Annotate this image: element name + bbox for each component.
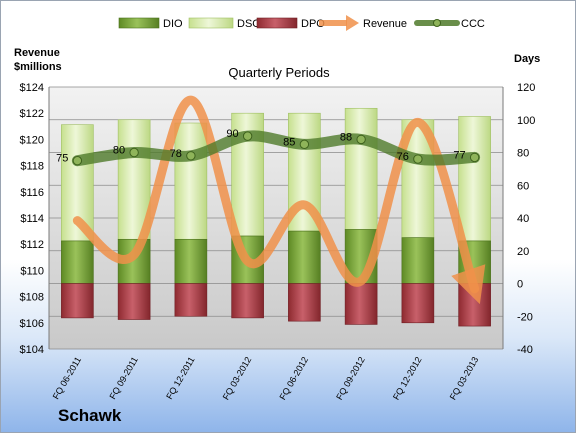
ccc-data-label: 78 [170,148,182,160]
ccc-point [72,155,83,166]
dio-bar [61,240,94,284]
right-tick-label: 20 [517,246,529,258]
ccc-point [413,154,423,164]
left-tick-label: $120 [20,134,44,146]
ccc-point [186,151,196,161]
ccc-point [299,139,310,150]
x-tick-label: FQ 09-2012 [334,355,367,402]
legend: DIO DSO DPO Revenue CCC [118,15,485,31]
dio-bar [401,237,435,284]
legend-arrowhead [346,15,359,31]
ccc-data-label: 88 [340,131,352,143]
left-tick-label: $124 [20,82,44,94]
x-tick-label: FQ 03-2012 [221,355,254,402]
ccc-point [242,131,253,141]
ccc-point [356,134,366,145]
left-axis-label-line2: $millions [14,61,62,73]
x-tick-label: FQ 12-2012 [391,355,424,402]
left-tick-label: $104 [20,344,44,356]
ccc-data-label: 85 [283,136,295,148]
ccc-data-label: 90 [226,128,238,140]
legend-label-dio: DIO [163,18,183,30]
left-tick-label: $116 [20,187,44,199]
right-tick-label: -20 [517,311,533,323]
ccc-data-label: 75 [56,153,68,165]
x-tick-label: FQ 12-2011 [164,355,196,401]
ccc-data-label: 77 [453,149,465,161]
dpo-bar [231,283,264,319]
left-axis-label-line1: Revenue [14,47,60,59]
legend-swatch-dpo [256,17,298,29]
dpo-bar [401,283,435,324]
legend-ccc-marker [433,19,441,27]
legend-swatch-dso [188,17,234,29]
legend-label-revenue: Revenue [363,18,407,30]
dpo-bar [288,283,321,322]
left-tick-label: $106 [20,318,44,330]
lines-group: 75 80 78 90 85 88 76 77 [56,95,486,305]
right-tick-label: 100 [517,115,535,127]
ccc-point [469,152,480,163]
legend-swatch-dio [118,17,160,29]
ccc-data-label: 76 [397,151,409,163]
x-tick-label: FQ 06-2012 [277,355,310,402]
left-tick-label: $118 [20,161,44,173]
dio-bar [288,230,321,284]
right-tick-label: 80 [517,148,529,160]
dso-bar [344,107,378,230]
dpo-bar [174,283,208,317]
dso-bar [174,122,208,240]
company-name: Schawk [58,406,122,425]
right-tick-label: 120 [517,82,535,94]
right-tick-label: 0 [517,279,523,291]
left-tick-label: $112 [20,239,44,251]
left-tick-label: $114 [20,213,44,225]
ccc-point [129,147,139,158]
x-tick-label: FQ 09-2011 [108,355,140,401]
right-tick-label: 40 [517,213,529,225]
x-tick-label: FQ 03-2013 [448,355,481,402]
dio-bar [174,238,208,284]
right-tick-label: -40 [517,344,533,356]
dpo-bar [61,283,94,319]
right-tick-label: 60 [517,180,529,192]
revenue-line [72,95,486,305]
right-axis-label: Days [514,53,540,65]
dso-bar [458,116,491,242]
chart-title: Quarterly Periods [228,65,330,80]
legend-label-dso: DSO [237,18,261,30]
ccc-line [71,130,481,167]
ccc-data-label: 80 [113,145,125,157]
left-tick-label: $110 [20,265,44,277]
left-tick-label: $122 [20,108,44,120]
dpo-bar [117,283,151,320]
dpo-bar [344,283,378,325]
x-tick-label: FQ 06-2011 [51,355,83,401]
left-tick-label: $108 [20,292,44,304]
legend-label-ccc: CCC [461,18,485,30]
